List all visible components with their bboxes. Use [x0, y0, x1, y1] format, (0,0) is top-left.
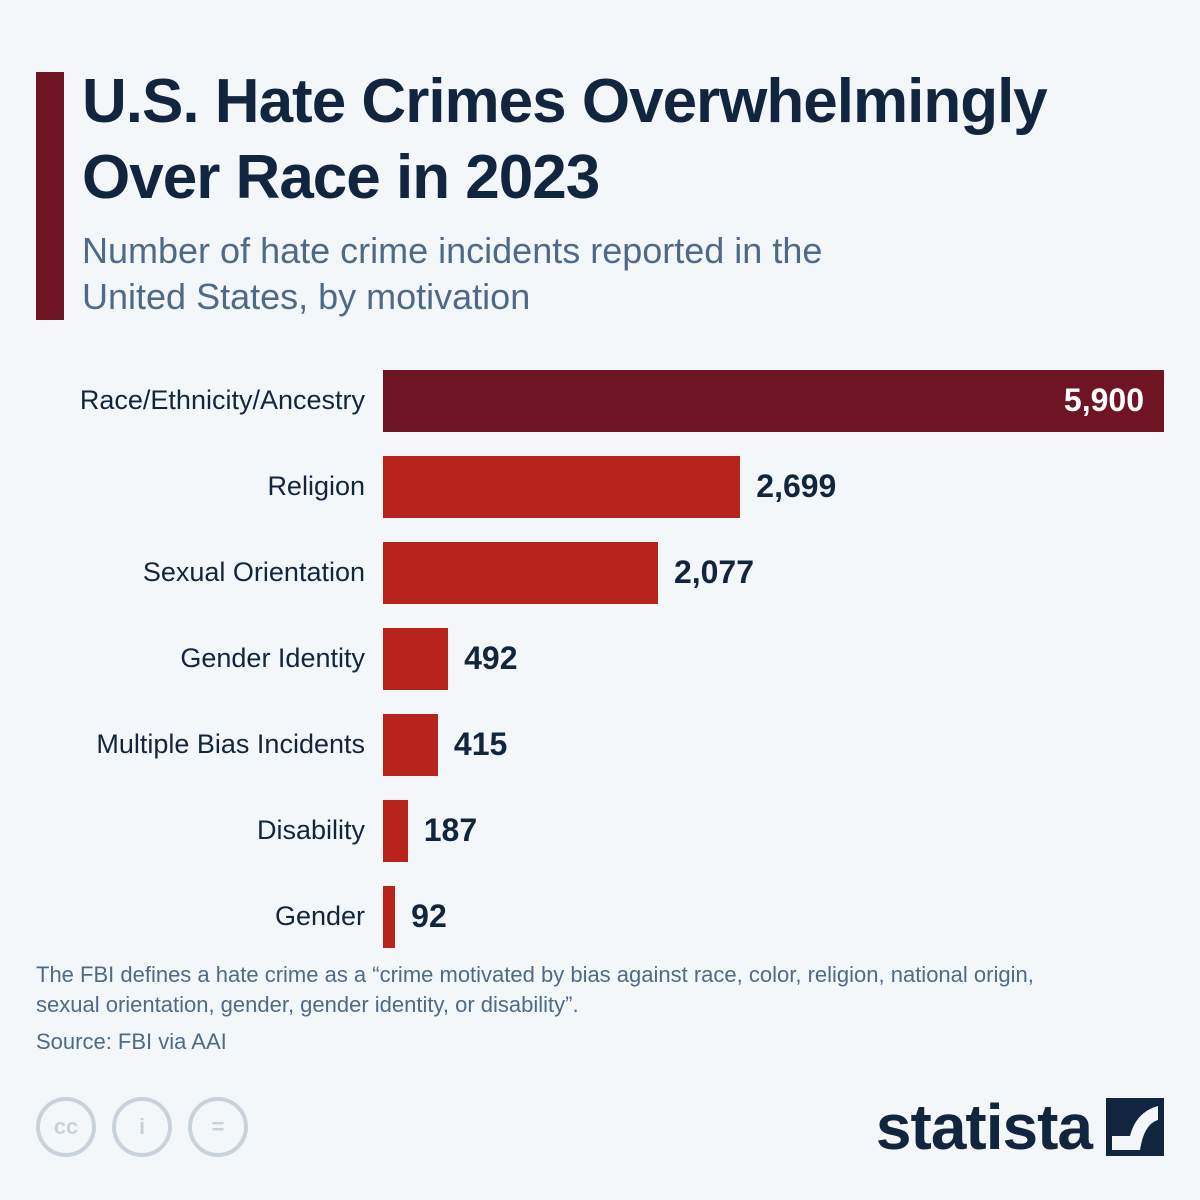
source: Source: FBI via AAI: [36, 1029, 227, 1054]
no-derivatives-icon: =: [188, 1097, 248, 1157]
bar: [383, 542, 658, 604]
header: U.S. Hate Crimes Overwhelmingly Over Rac…: [36, 64, 1164, 320]
bar-chart: Race/Ethnicity/Ancestry 5,900 Religion 2,69…: [0, 352, 1200, 952]
bar: [383, 456, 741, 518]
value-label: 2,077: [673, 554, 755, 590]
license-icons: cc i =: [36, 1097, 248, 1157]
category-label: Religion: [267, 471, 365, 501]
title-accent-bar: [36, 72, 64, 320]
value-label: 187: [423, 812, 478, 848]
chart-subtitle: Number of hate crime incidents reported …: [82, 230, 823, 317]
bar: [383, 714, 438, 776]
category-label: Race/Ethnicity/Ancestry: [79, 385, 365, 415]
value-label: 2,699: [756, 468, 837, 504]
value-label: 5,900: [1063, 382, 1144, 418]
category-label: Multiple Bias Incidents: [96, 729, 365, 759]
bar: [383, 800, 408, 862]
bar: [383, 370, 1164, 432]
value-label: 492: [464, 640, 518, 676]
bar: [383, 886, 396, 948]
category-label: Gender: [274, 901, 365, 931]
category-label: Sexual Orientation: [142, 557, 365, 587]
bar: [383, 628, 449, 690]
category-label: Disability: [256, 815, 365, 845]
brand: statista: [876, 1092, 1164, 1162]
statista-logo-mark-icon: [1106, 1098, 1164, 1156]
attribution-icon: i: [112, 1097, 172, 1157]
category-label: Gender Identity: [180, 643, 365, 673]
value-label: 415: [453, 726, 508, 762]
value-label: 92: [411, 898, 447, 934]
chart-title: U.S. Hate Crimes Overwhelmingly Over Rac…: [82, 67, 1048, 212]
header-text: U.S. Hate Crimes Overwhelmingly Over Rac…: [82, 64, 1164, 320]
footer-bar: cc i = statista: [36, 1092, 1164, 1162]
footnote: The FBI defines a hate crime as a “crime…: [36, 962, 1034, 1017]
cc-icon: cc: [36, 1097, 96, 1157]
statista-logo: statista: [875, 1091, 1093, 1163]
